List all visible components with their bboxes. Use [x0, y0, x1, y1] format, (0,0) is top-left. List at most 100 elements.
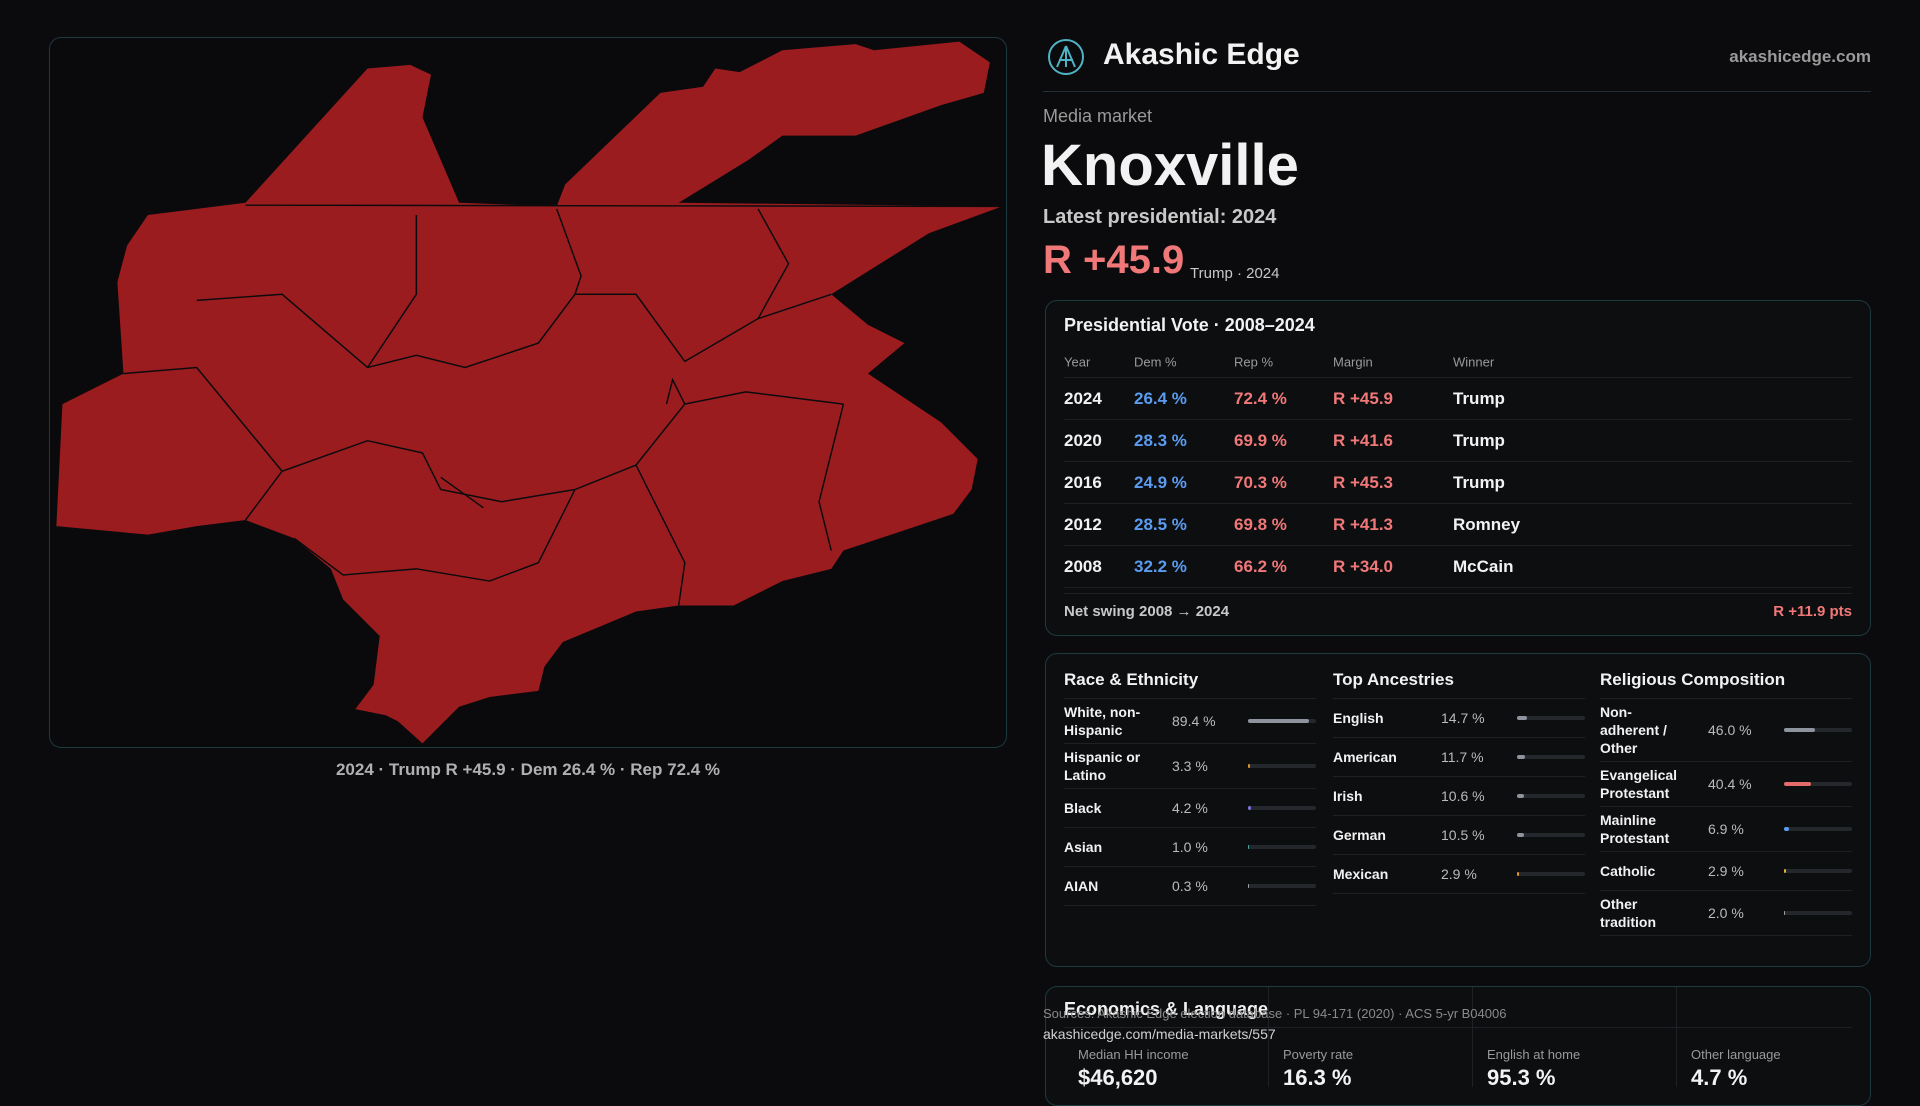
- swing-value: R +11.9 pts: [1773, 603, 1852, 620]
- sources: Sources: Akashic Edge election database …: [1043, 1006, 1506, 1021]
- demo-name: English: [1333, 709, 1433, 727]
- vote-cell: R +45.9: [1333, 389, 1393, 409]
- vote-cell: 2008: [1064, 557, 1102, 577]
- column-header: Rep %: [1234, 355, 1273, 370]
- vote-cell: 32.2 %: [1134, 557, 1187, 577]
- demo-name: Asian: [1064, 838, 1164, 856]
- metric-label: English at home: [1487, 1047, 1580, 1062]
- demo-value: 2.9 %: [1441, 866, 1477, 882]
- map-caption: 2024 · Trump R +45.9 · Dem 26.4 % · Rep …: [49, 760, 1007, 780]
- economics-panel: Economics & Language Median HH income$46…: [1045, 986, 1871, 1106]
- vote-cell: 66.2 %: [1234, 557, 1287, 577]
- vote-cell: Trump: [1453, 473, 1505, 493]
- bar-track: [1517, 833, 1585, 837]
- demo-bar: [1784, 728, 1815, 732]
- bar-track: [1784, 782, 1852, 786]
- county-map: [50, 38, 1006, 747]
- column-header: Dem %: [1134, 355, 1177, 370]
- demo-bar: [1517, 716, 1527, 720]
- demo-bar: [1248, 719, 1309, 723]
- demo-name: German: [1333, 826, 1433, 844]
- section-title: Top Ancestries: [1333, 654, 1585, 699]
- demo-row: Evangelical Protestant 40.4 %: [1600, 762, 1852, 807]
- demo-bar: [1517, 755, 1525, 759]
- metric-value: 4.7 %: [1691, 1065, 1747, 1091]
- demo-bar: [1517, 833, 1524, 837]
- column-header: Margin: [1333, 355, 1373, 370]
- demo-value: 40.4 %: [1708, 776, 1752, 792]
- source-url[interactable]: akashicedge.com/media-markets/557: [1043, 1026, 1276, 1042]
- vote-cell: 2012: [1064, 515, 1102, 535]
- demo-row: Asian 1.0 %: [1064, 828, 1316, 867]
- column-header: Winner: [1453, 355, 1494, 370]
- map-panel: [49, 37, 1007, 748]
- demo-bar: [1517, 872, 1519, 876]
- demo-bar: [1248, 764, 1250, 768]
- vote-cell: R +34.0: [1333, 557, 1393, 577]
- metric-label: Median HH income: [1078, 1047, 1189, 1062]
- vote-panel: Presidential Vote · 2008–2024 Year Dem % R…: [1045, 300, 1871, 636]
- demo-value: 46.0 %: [1708, 722, 1752, 738]
- section-title: Race & Ethnicity: [1064, 654, 1316, 699]
- demo-bar: [1784, 911, 1785, 915]
- vote-cell: 2024: [1064, 389, 1102, 409]
- demo-name: Hispanic or Latino: [1064, 748, 1164, 784]
- demo-name: Evangelical Protestant: [1600, 766, 1682, 802]
- demo-value: 1.0 %: [1172, 839, 1208, 855]
- demo-bar: [1784, 827, 1789, 831]
- market-name: Knoxville: [1041, 132, 1299, 199]
- demo-bar: [1248, 845, 1249, 849]
- metric-value: $46,620: [1078, 1065, 1158, 1091]
- vote-cell: R +41.3: [1333, 515, 1393, 535]
- vote-cell: Trump: [1453, 389, 1505, 409]
- vote-cell: 69.9 %: [1234, 431, 1287, 451]
- vote-cell: 28.3 %: [1134, 431, 1187, 451]
- vote-cell: 70.3 %: [1234, 473, 1287, 493]
- latest-margin: R +45.9: [1043, 238, 1184, 283]
- vote-cell: R +45.3: [1333, 473, 1393, 493]
- demo-value: 10.5 %: [1441, 827, 1485, 843]
- vote-cell: R +41.6: [1333, 431, 1393, 451]
- vote-title: Presidential Vote · 2008–2024: [1064, 315, 1315, 336]
- section-title: Religious Composition: [1600, 654, 1852, 699]
- bar-track: [1784, 728, 1852, 732]
- latest-winner: Trump · 2024: [1190, 265, 1279, 282]
- demo-bar: [1784, 782, 1811, 786]
- demo-name: Other tradition: [1600, 895, 1682, 931]
- demo-value: 0.3 %: [1172, 878, 1208, 894]
- bar-track: [1784, 827, 1852, 831]
- bar-track: [1248, 845, 1316, 849]
- demo-bar: [1517, 794, 1524, 798]
- page: 2024 · Trump R +45.9 · Dem 26.4 % · Rep …: [0, 0, 1920, 1080]
- demo-name: Mexican: [1333, 865, 1433, 883]
- logo: [1047, 38, 1085, 76]
- demo-value: 2.9 %: [1708, 863, 1744, 879]
- vote-header: Year Dem % Rep % Margin Winner: [1064, 347, 1852, 378]
- bar-track: [1784, 911, 1852, 915]
- vote-cell: 26.4 %: [1134, 389, 1187, 409]
- divider: [1064, 593, 1852, 594]
- demo-name: AIAN: [1064, 877, 1164, 895]
- demo-value: 89.4 %: [1172, 713, 1216, 729]
- metric-label: Other language: [1691, 1047, 1781, 1062]
- bar-track: [1248, 764, 1316, 768]
- site-link[interactable]: akashicedge.com: [1729, 47, 1871, 67]
- column-header: Year: [1064, 355, 1090, 370]
- swing-label: Net swing 2008 → 2024: [1064, 603, 1229, 620]
- demo-row: German 10.5 %: [1333, 816, 1585, 855]
